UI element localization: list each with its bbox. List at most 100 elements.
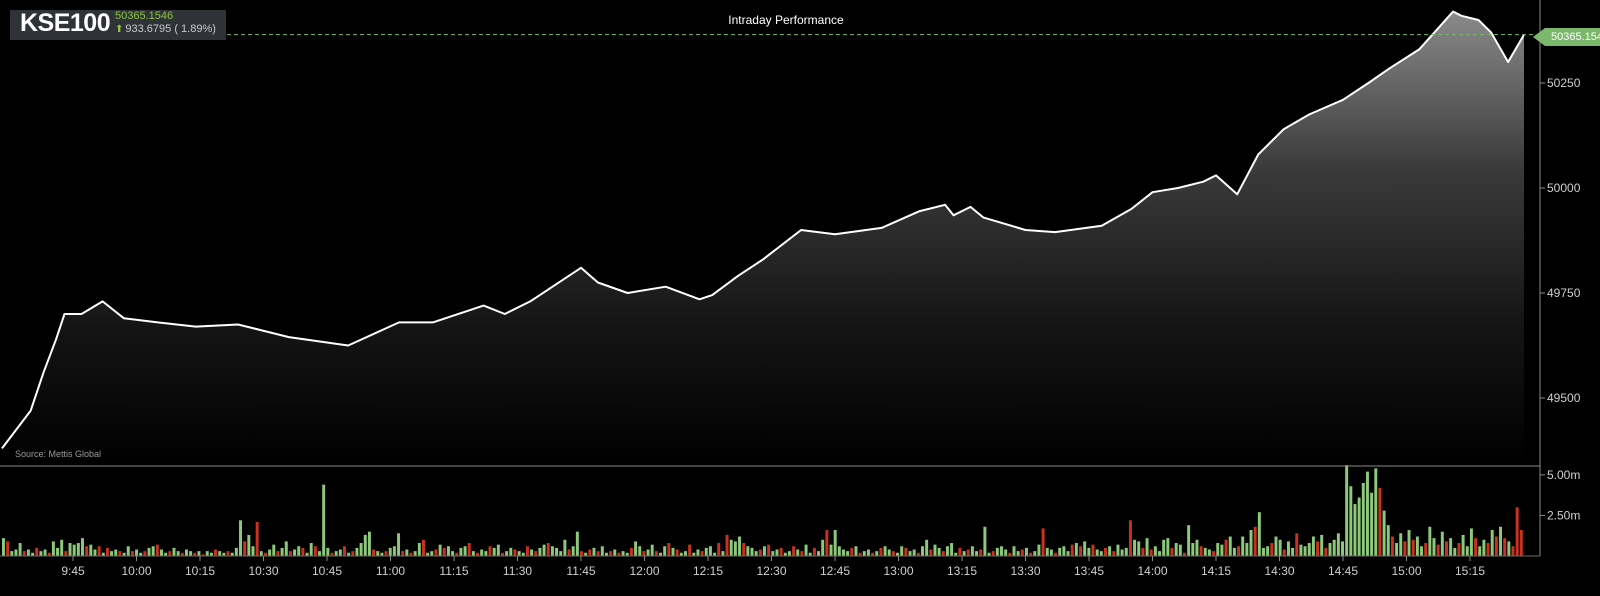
volume-bar <box>1370 492 1374 556</box>
volume-bar <box>916 552 920 556</box>
volume-bar <box>184 549 188 556</box>
volume-bar <box>592 547 596 556</box>
volume-bar <box>1099 551 1103 556</box>
volume-bar <box>1461 534 1465 556</box>
volume-bar <box>1145 538 1149 556</box>
volume-bar <box>1420 546 1423 556</box>
volume-bar <box>692 552 696 556</box>
volume-bar <box>392 546 396 556</box>
volume-bar <box>912 549 916 556</box>
volume-bar <box>313 546 317 556</box>
volume-bar <box>596 551 600 556</box>
volume-bar <box>384 551 388 556</box>
change-value: 933.6795 ( 1.89%) <box>125 23 216 35</box>
volume-bar <box>1178 544 1182 556</box>
volume-bar <box>1103 547 1107 556</box>
volume-bar <box>962 551 966 556</box>
volume-bar <box>347 552 351 556</box>
volume-bar <box>1286 541 1290 556</box>
volume-bar <box>1195 539 1199 556</box>
volume-bar <box>305 552 309 556</box>
volume-bar <box>22 551 26 556</box>
volume-bar <box>1029 552 1033 556</box>
volume-bar <box>1245 543 1249 556</box>
volume-bar <box>883 546 887 556</box>
volume-bar <box>1158 551 1162 556</box>
volume-bar <box>496 544 500 556</box>
volume-bar <box>1465 546 1469 556</box>
volume-bar <box>696 549 700 556</box>
volume-bar <box>1183 552 1186 556</box>
volume-bar <box>746 546 750 556</box>
volume-bar <box>987 552 991 556</box>
volume-bar <box>434 549 438 556</box>
volume-bar <box>426 552 430 556</box>
volume-bar <box>821 539 825 556</box>
volume-bar <box>1341 541 1344 556</box>
volume-bar <box>293 549 297 556</box>
volume-bar <box>634 541 638 556</box>
volume-bar <box>1374 468 1378 556</box>
volume-bar <box>742 543 746 556</box>
volume-bar <box>796 549 800 556</box>
volume-bar <box>1432 538 1436 556</box>
volume-bar <box>201 554 205 556</box>
volume-bar <box>1486 543 1490 556</box>
volume-bar <box>1424 543 1428 556</box>
x-tick-label: 13:45 <box>1074 564 1104 578</box>
volume-bar <box>1511 546 1515 556</box>
volume-bar <box>725 534 729 556</box>
volume-bar <box>97 546 101 556</box>
volume-chart <box>2 465 1523 556</box>
x-tick-label: 12:00 <box>629 564 659 578</box>
volume-bar <box>995 547 999 556</box>
volume-bar <box>717 543 721 556</box>
x-tick-label: 14:15 <box>1201 564 1231 578</box>
volume-bar <box>409 552 413 556</box>
volume-bar <box>542 544 546 556</box>
volume-bar <box>1361 482 1365 556</box>
volume-bar <box>1365 471 1369 556</box>
volume-bar <box>858 552 862 556</box>
volume-bar <box>871 552 875 556</box>
volume-bar <box>1482 539 1486 556</box>
volume-bar <box>367 531 371 556</box>
volume-bar <box>47 552 51 556</box>
volume-bar <box>363 534 367 556</box>
volume-bar <box>397 533 401 556</box>
volume-bar <box>879 547 883 556</box>
volume-bar <box>937 547 941 556</box>
x-tick-label: 12:30 <box>756 564 786 578</box>
volume-bar <box>1062 546 1066 556</box>
volume-bar <box>1024 547 1028 556</box>
volume-bar <box>1008 552 1012 556</box>
volume-bar <box>288 551 292 556</box>
volume-bar <box>139 552 143 556</box>
volume-bar <box>226 551 230 556</box>
volume-bar <box>68 543 72 556</box>
volume-bar <box>1174 543 1178 556</box>
volume-bar <box>1037 544 1041 556</box>
volume-bar <box>862 551 866 556</box>
volume-bar <box>1162 539 1166 556</box>
volume-bar <box>617 552 621 556</box>
volume-bar <box>155 544 159 556</box>
volume-bar <box>405 549 409 556</box>
volume-bar <box>276 551 280 556</box>
volume-bar <box>1116 544 1120 556</box>
volume-bar <box>105 547 109 556</box>
volume-bar <box>272 544 276 556</box>
up-arrow-icon: ⬆ <box>115 24 124 35</box>
x-tick-label: 10:00 <box>121 564 151 578</box>
volume-bar <box>505 551 509 556</box>
volume-bar <box>575 531 579 556</box>
volume-bar <box>438 544 442 556</box>
volume-bar <box>309 543 313 556</box>
x-tick-label: 11:30 <box>503 564 532 578</box>
volume-bar <box>842 549 845 556</box>
volume-bar <box>451 551 455 556</box>
volume-bar <box>1041 528 1045 556</box>
volume-bar <box>1112 551 1116 556</box>
volume-bar <box>1141 547 1145 556</box>
volume-bar <box>825 530 829 556</box>
